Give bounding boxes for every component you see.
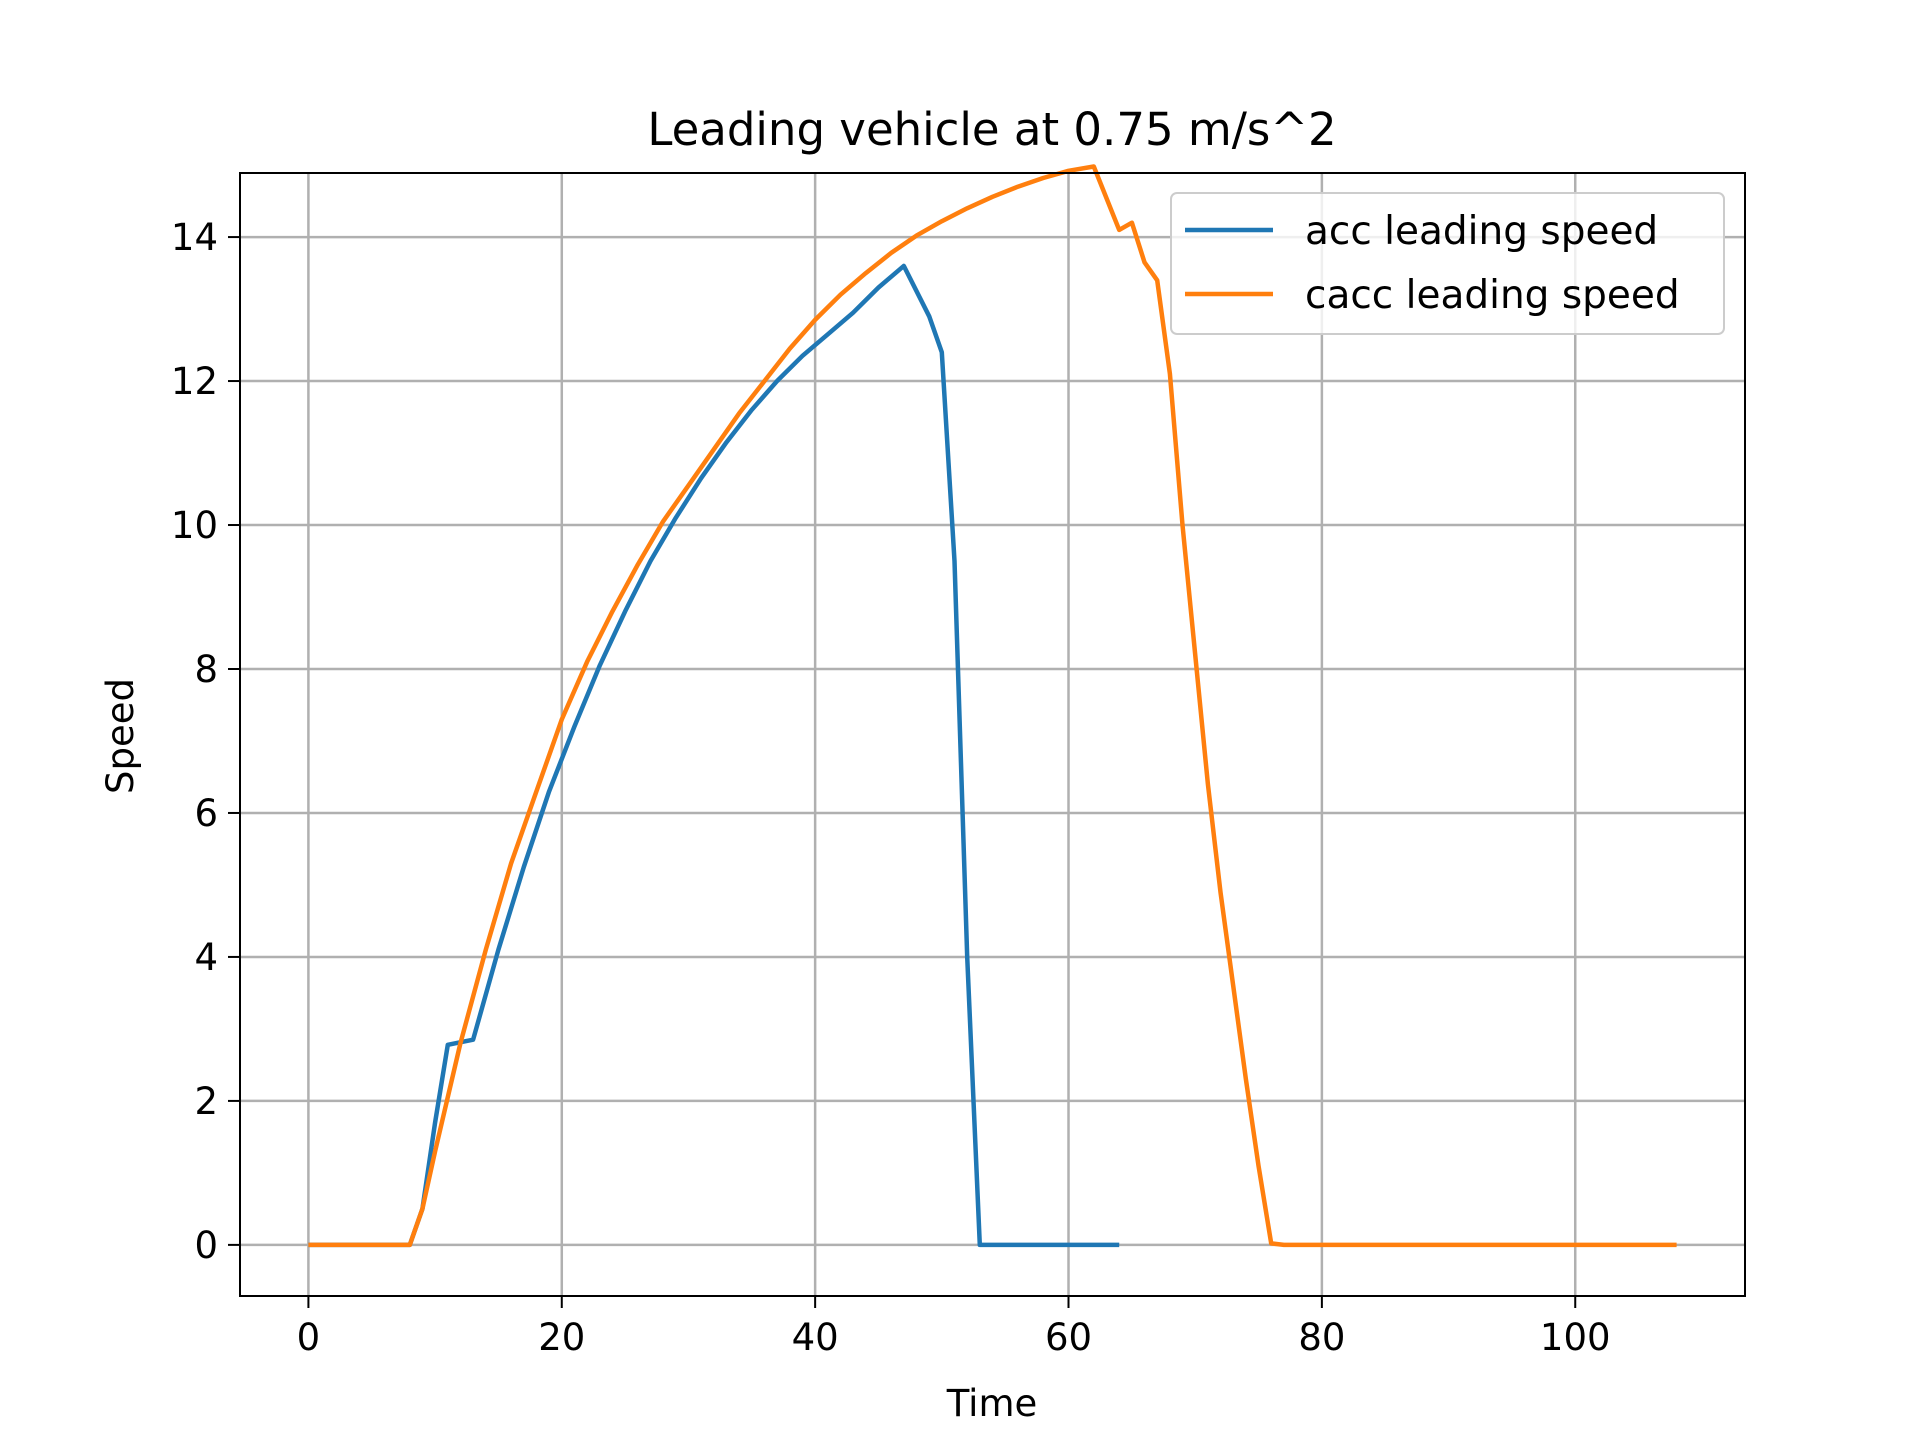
legend-label-cacc: cacc leading speed	[1305, 273, 1680, 318]
series-line-cacc-leading-speed	[308, 164, 1677, 1248]
x-tick-label: 100	[1540, 1316, 1611, 1359]
x-axis-label: Time	[946, 1382, 1038, 1425]
y-tick-label: 2	[194, 1080, 218, 1123]
chart-title: Leading vehicle at 0.75 m/s^2	[647, 103, 1336, 156]
series-lines	[308, 164, 1677, 1248]
x-tick-label: 80	[1298, 1316, 1345, 1359]
y-tick-label: 4	[194, 936, 218, 979]
y-tick-label: 10	[171, 504, 218, 547]
legend: acc leading speed cacc leading speed	[1170, 192, 1725, 335]
legend-label-acc: acc leading speed	[1305, 209, 1658, 254]
grid-lines	[240, 173, 1745, 1296]
x-tick-label: 60	[1045, 1316, 1092, 1359]
y-tick-label: 8	[194, 648, 218, 691]
legend-box	[1170, 192, 1725, 335]
y-tick-label: 6	[194, 792, 218, 835]
y-axis-label: Speed	[99, 678, 142, 794]
x-tick-label: 0	[297, 1316, 321, 1359]
y-tick-label: 14	[171, 216, 218, 259]
x-tick-label: 20	[538, 1316, 585, 1359]
y-tick-label: 12	[171, 360, 218, 403]
series-line-acc-leading-speed	[308, 263, 1120, 1248]
y-tick-label: 0	[194, 1224, 218, 1267]
plot-frame	[239, 172, 1746, 1297]
axis-ticks: 0 20 40 60 80 100 0 2 4 6 8 10 12 14	[171, 216, 1611, 1359]
x-tick-label: 40	[792, 1316, 839, 1359]
